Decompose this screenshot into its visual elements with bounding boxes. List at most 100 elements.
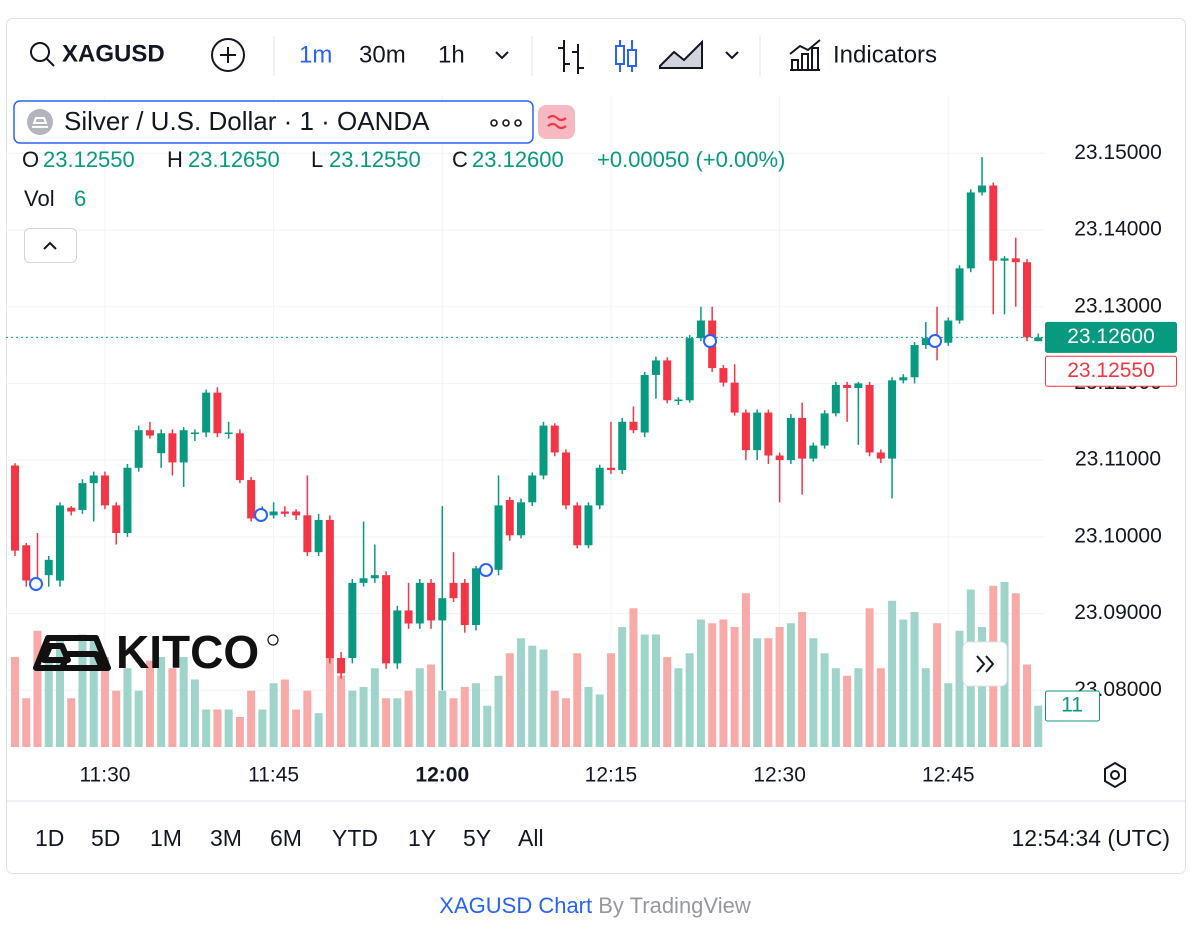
candle-body: [798, 417, 807, 459]
candle-body: [966, 192, 975, 269]
candle-body: [944, 320, 953, 343]
range-button[interactable]: 1M: [150, 825, 182, 851]
x-tick-label: 11:45: [248, 764, 299, 787]
candle-body: [134, 430, 143, 468]
volume-bar: [55, 638, 64, 747]
candle-body: [685, 338, 694, 401]
volume-bar: [606, 653, 615, 747]
volume-bar: [10, 657, 19, 747]
volume-bar: [190, 679, 199, 747]
settings-icon[interactable]: [1104, 761, 1126, 789]
candle-body: [1023, 262, 1032, 338]
candle-body: [1034, 337, 1043, 342]
volume-bar: [427, 664, 436, 747]
y-tick-label: 23.13000: [1074, 294, 1162, 317]
volume-bar: [978, 627, 987, 747]
candle-body: [854, 383, 863, 389]
scroll-icon: [976, 655, 995, 673]
x-tick-label: 12:00: [415, 764, 469, 787]
compare-icon: [220, 47, 236, 63]
candle-body: [415, 582, 424, 624]
volume-bar: [33, 630, 42, 747]
volume-bar: [955, 630, 964, 747]
event-markers[interactable]: [29, 334, 942, 591]
candle-body: [561, 452, 570, 506]
price-tag: [1045, 355, 1177, 387]
bars-icon[interactable]: [558, 40, 584, 74]
more-icon[interactable]: [490, 119, 522, 127]
volume-bar: [494, 675, 503, 747]
volume-bar: [640, 634, 649, 747]
candle-body: [348, 582, 357, 659]
toolbar: XAGUSD 1m 30m 1h Indicators: [30, 36, 937, 76]
volume-bar: [809, 638, 818, 747]
volume-bar: [44, 657, 53, 747]
candles-icon: [615, 45, 625, 65]
volume-bar: [134, 690, 143, 747]
market-status-icon: [547, 114, 567, 130]
range-button[interactable]: 3M: [210, 825, 242, 851]
footer-link[interactable]: XAGUSD Chart: [439, 893, 592, 918]
candle-body: [269, 511, 278, 516]
search-icon[interactable]: [30, 42, 50, 62]
interval-button[interactable]: 30m: [359, 41, 406, 68]
candle-body: [528, 475, 537, 503]
candle-body: [663, 360, 672, 401]
range-button[interactable]: 6M: [270, 825, 302, 851]
indicators-icon[interactable]: [789, 39, 821, 71]
candle-body: [145, 430, 154, 436]
candle-body: [280, 511, 289, 514]
range-button[interactable]: 5Y: [463, 825, 491, 851]
volume-bar: [528, 645, 537, 747]
volume-tag: [1045, 690, 1100, 722]
settings-icon: [1110, 770, 1120, 780]
compare-button[interactable]: [211, 38, 245, 72]
ohlc-value: 23.12550: [329, 147, 421, 172]
candle-body: [427, 582, 436, 621]
y-tick-label: 23.15000: [1074, 141, 1162, 164]
candle-body: [22, 545, 31, 581]
volume-bar: [708, 623, 717, 747]
candle-body: [292, 511, 301, 516]
volume-bar: [100, 657, 109, 747]
candle-body: [438, 598, 447, 621]
y-tick-label: 23.09000: [1074, 601, 1162, 624]
range-button[interactable]: All: [518, 825, 544, 851]
symbol[interactable]: XAGUSD: [62, 40, 165, 67]
volume-bar: [213, 709, 222, 747]
price-tag-label: 23.12600: [1067, 325, 1155, 348]
y-tick-label: 23.10000: [1074, 524, 1162, 547]
volume-bar: [449, 698, 458, 747]
candle-body: [775, 455, 784, 461]
range-button[interactable]: 5D: [91, 825, 120, 851]
candle-body: [359, 578, 368, 583]
chevron[interactable]: [495, 51, 509, 60]
chevron[interactable]: [725, 51, 739, 60]
indicators-button[interactable]: Indicators: [833, 41, 937, 68]
area-icon[interactable]: [659, 39, 703, 69]
candle-body: [651, 360, 660, 375]
interval-button[interactable]: 1h: [438, 41, 465, 68]
candle-body: [123, 467, 132, 533]
vol-label: Vol: [24, 186, 55, 211]
candle-body: [595, 467, 604, 506]
range-button[interactable]: 1Y: [408, 825, 436, 851]
legend-box[interactable]: [13, 100, 534, 144]
volume-bar: [112, 690, 121, 747]
footer-by: By TradingView: [598, 893, 751, 918]
footer: XAGUSD Chart By TradingView: [439, 893, 751, 918]
range-button[interactable]: YTD: [332, 825, 378, 851]
volume-bar: [1011, 593, 1020, 747]
range-button[interactable]: 1D: [35, 825, 64, 851]
candle-body: [325, 519, 334, 659]
candle-body: [404, 610, 413, 624]
interval-button[interactable]: 1m: [299, 41, 332, 68]
candle-body: [910, 345, 919, 378]
collapse-button[interactable]: [24, 228, 77, 263]
market-status[interactable]: [538, 105, 575, 139]
volume-bar: [944, 683, 953, 747]
candle-body: [618, 421, 627, 471]
candle-body: [809, 445, 818, 459]
volume-bar: [269, 683, 278, 747]
